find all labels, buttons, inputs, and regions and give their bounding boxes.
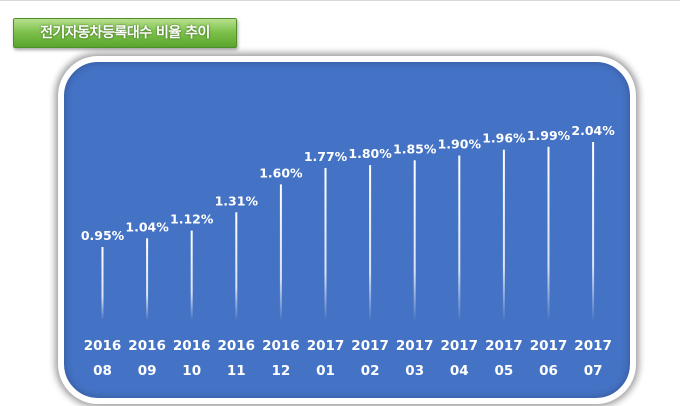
data-label: 1.85% xyxy=(393,141,437,156)
x-tick-year: 2017 xyxy=(396,338,434,354)
data-label: 1.77% xyxy=(304,149,348,164)
bar-chart: 0.95%1.04%1.12%1.31%1.60%1.77% 1.80% 1.85%… xyxy=(81,123,615,379)
bar-2016-11 xyxy=(235,212,238,319)
data-label: 1.99% xyxy=(527,128,571,143)
x-tick-month: 02 xyxy=(361,363,380,379)
data-label: 1.04% xyxy=(125,219,169,234)
chart-panel: 0.95% 1.04% 1.12% 1.31% 1.60% 1.77% 1.80% 1.85%… xyxy=(58,56,636,404)
bar-2017-07 xyxy=(592,142,595,319)
x-tick-year: 2016 xyxy=(173,338,211,354)
data-label: 1.80% xyxy=(348,146,392,161)
x-tick-month: 03 xyxy=(405,363,424,379)
top-divider xyxy=(0,0,680,1)
x-tick-year: 2016 xyxy=(218,338,256,354)
page-title: 전기자동차등록대수 비율 추이 xyxy=(13,18,237,48)
bar-2016-08 xyxy=(101,247,104,319)
data-label: 1.31% xyxy=(215,193,259,208)
data-label: 2.04% xyxy=(571,123,615,138)
x-tick-year: 2017 xyxy=(485,338,523,354)
x-tick-year: 2016 xyxy=(84,338,122,354)
x-tick-month: 01 xyxy=(316,363,335,379)
x-tick-month: 10 xyxy=(182,363,201,379)
bar-2016-12 xyxy=(279,184,282,319)
x-tick-month: 08 xyxy=(93,363,112,379)
bar-2016-10 xyxy=(190,230,193,319)
data-label: 1.90% xyxy=(438,137,482,152)
bar-2017-01 xyxy=(324,168,327,319)
bar-2017-06 xyxy=(547,146,550,319)
x-tick-year: 2016 xyxy=(128,338,166,354)
bar-2017-05 xyxy=(502,149,505,319)
bar-2017-03 xyxy=(413,160,416,319)
data-label: 1.12% xyxy=(170,212,214,227)
x-tick-month: 05 xyxy=(495,363,514,379)
x-tick-year: 2016 xyxy=(262,338,300,354)
bar-2017-02 xyxy=(369,165,372,319)
x-tick-month: 09 xyxy=(138,363,157,379)
data-label: 1.96% xyxy=(482,131,526,146)
x-tick-month: 12 xyxy=(272,363,291,379)
data-label: 0.95% xyxy=(81,228,125,243)
bar-2016-09 xyxy=(146,238,149,319)
x-tick-year: 2017 xyxy=(574,338,612,354)
x-tick-month: 06 xyxy=(539,363,558,379)
x-tick-year: 2017 xyxy=(530,338,568,354)
x-tick-year: 2017 xyxy=(307,338,345,354)
x-tick-year: 2017 xyxy=(441,338,479,354)
x-tick-month: 07 xyxy=(584,363,603,379)
data-label: 1.60% xyxy=(259,165,303,180)
x-tick-year: 2017 xyxy=(351,338,389,354)
x-tick-month: 04 xyxy=(450,363,469,379)
bar-2017-04 xyxy=(458,155,461,319)
x-tick-month: 11 xyxy=(227,363,246,379)
